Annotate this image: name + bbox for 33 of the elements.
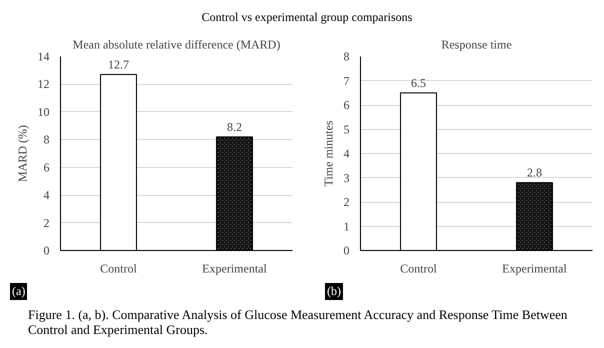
- data-label: 6.5: [411, 76, 426, 90]
- y-tick-label: 7: [344, 74, 350, 88]
- y-tick-label: 6: [344, 98, 350, 112]
- y-axis-title: Time minutes: [322, 120, 336, 186]
- text: (a): [10, 283, 28, 300]
- y-tick-label: 3: [344, 170, 350, 185]
- y-tick-label: 4: [44, 188, 50, 202]
- y-tick-label: 5: [344, 122, 350, 136]
- y-tick-label: 1: [344, 219, 350, 234]
- y-tick-label: 0: [44, 244, 50, 258]
- y-tick-label: 2: [44, 216, 50, 230]
- text: (b): [325, 283, 343, 300]
- y-tick-label: 12: [38, 77, 50, 92]
- x-tick-label: Control: [400, 262, 438, 276]
- y-tick-label: 0: [344, 244, 350, 258]
- y-tick-label: 10: [38, 104, 50, 119]
- y-tick-label: 6: [44, 160, 50, 174]
- x-tick-label: Control: [100, 262, 138, 276]
- y-tick-label: 8: [44, 132, 50, 147]
- chart-title: Response time: [441, 38, 512, 52]
- x-tick-label: Experimental: [502, 262, 568, 276]
- y-tick-label: 14: [38, 50, 50, 64]
- y-axis-title: MARD (%): [16, 124, 30, 182]
- caption: Figure 1. (a, b). Comparative Analysis of Glucose Measurement Accuracy and Response Time Between Control and Experimental Groups.: [28, 307, 568, 337]
- chart-title: Mean absolute relative difference (MARD): [72, 38, 280, 52]
- y-tick-label: 8: [344, 50, 350, 64]
- y-tick-label: 4: [344, 146, 350, 160]
- y-tick-label: 2: [344, 195, 350, 209]
- x-tick-label: Experimental: [202, 262, 268, 276]
- data-label: 8.2: [227, 120, 242, 134]
- text: Control vs experimental group comparisons: [202, 9, 412, 26]
- data-label: 12.7: [108, 58, 129, 72]
- data-label: 2.8: [527, 166, 542, 180]
